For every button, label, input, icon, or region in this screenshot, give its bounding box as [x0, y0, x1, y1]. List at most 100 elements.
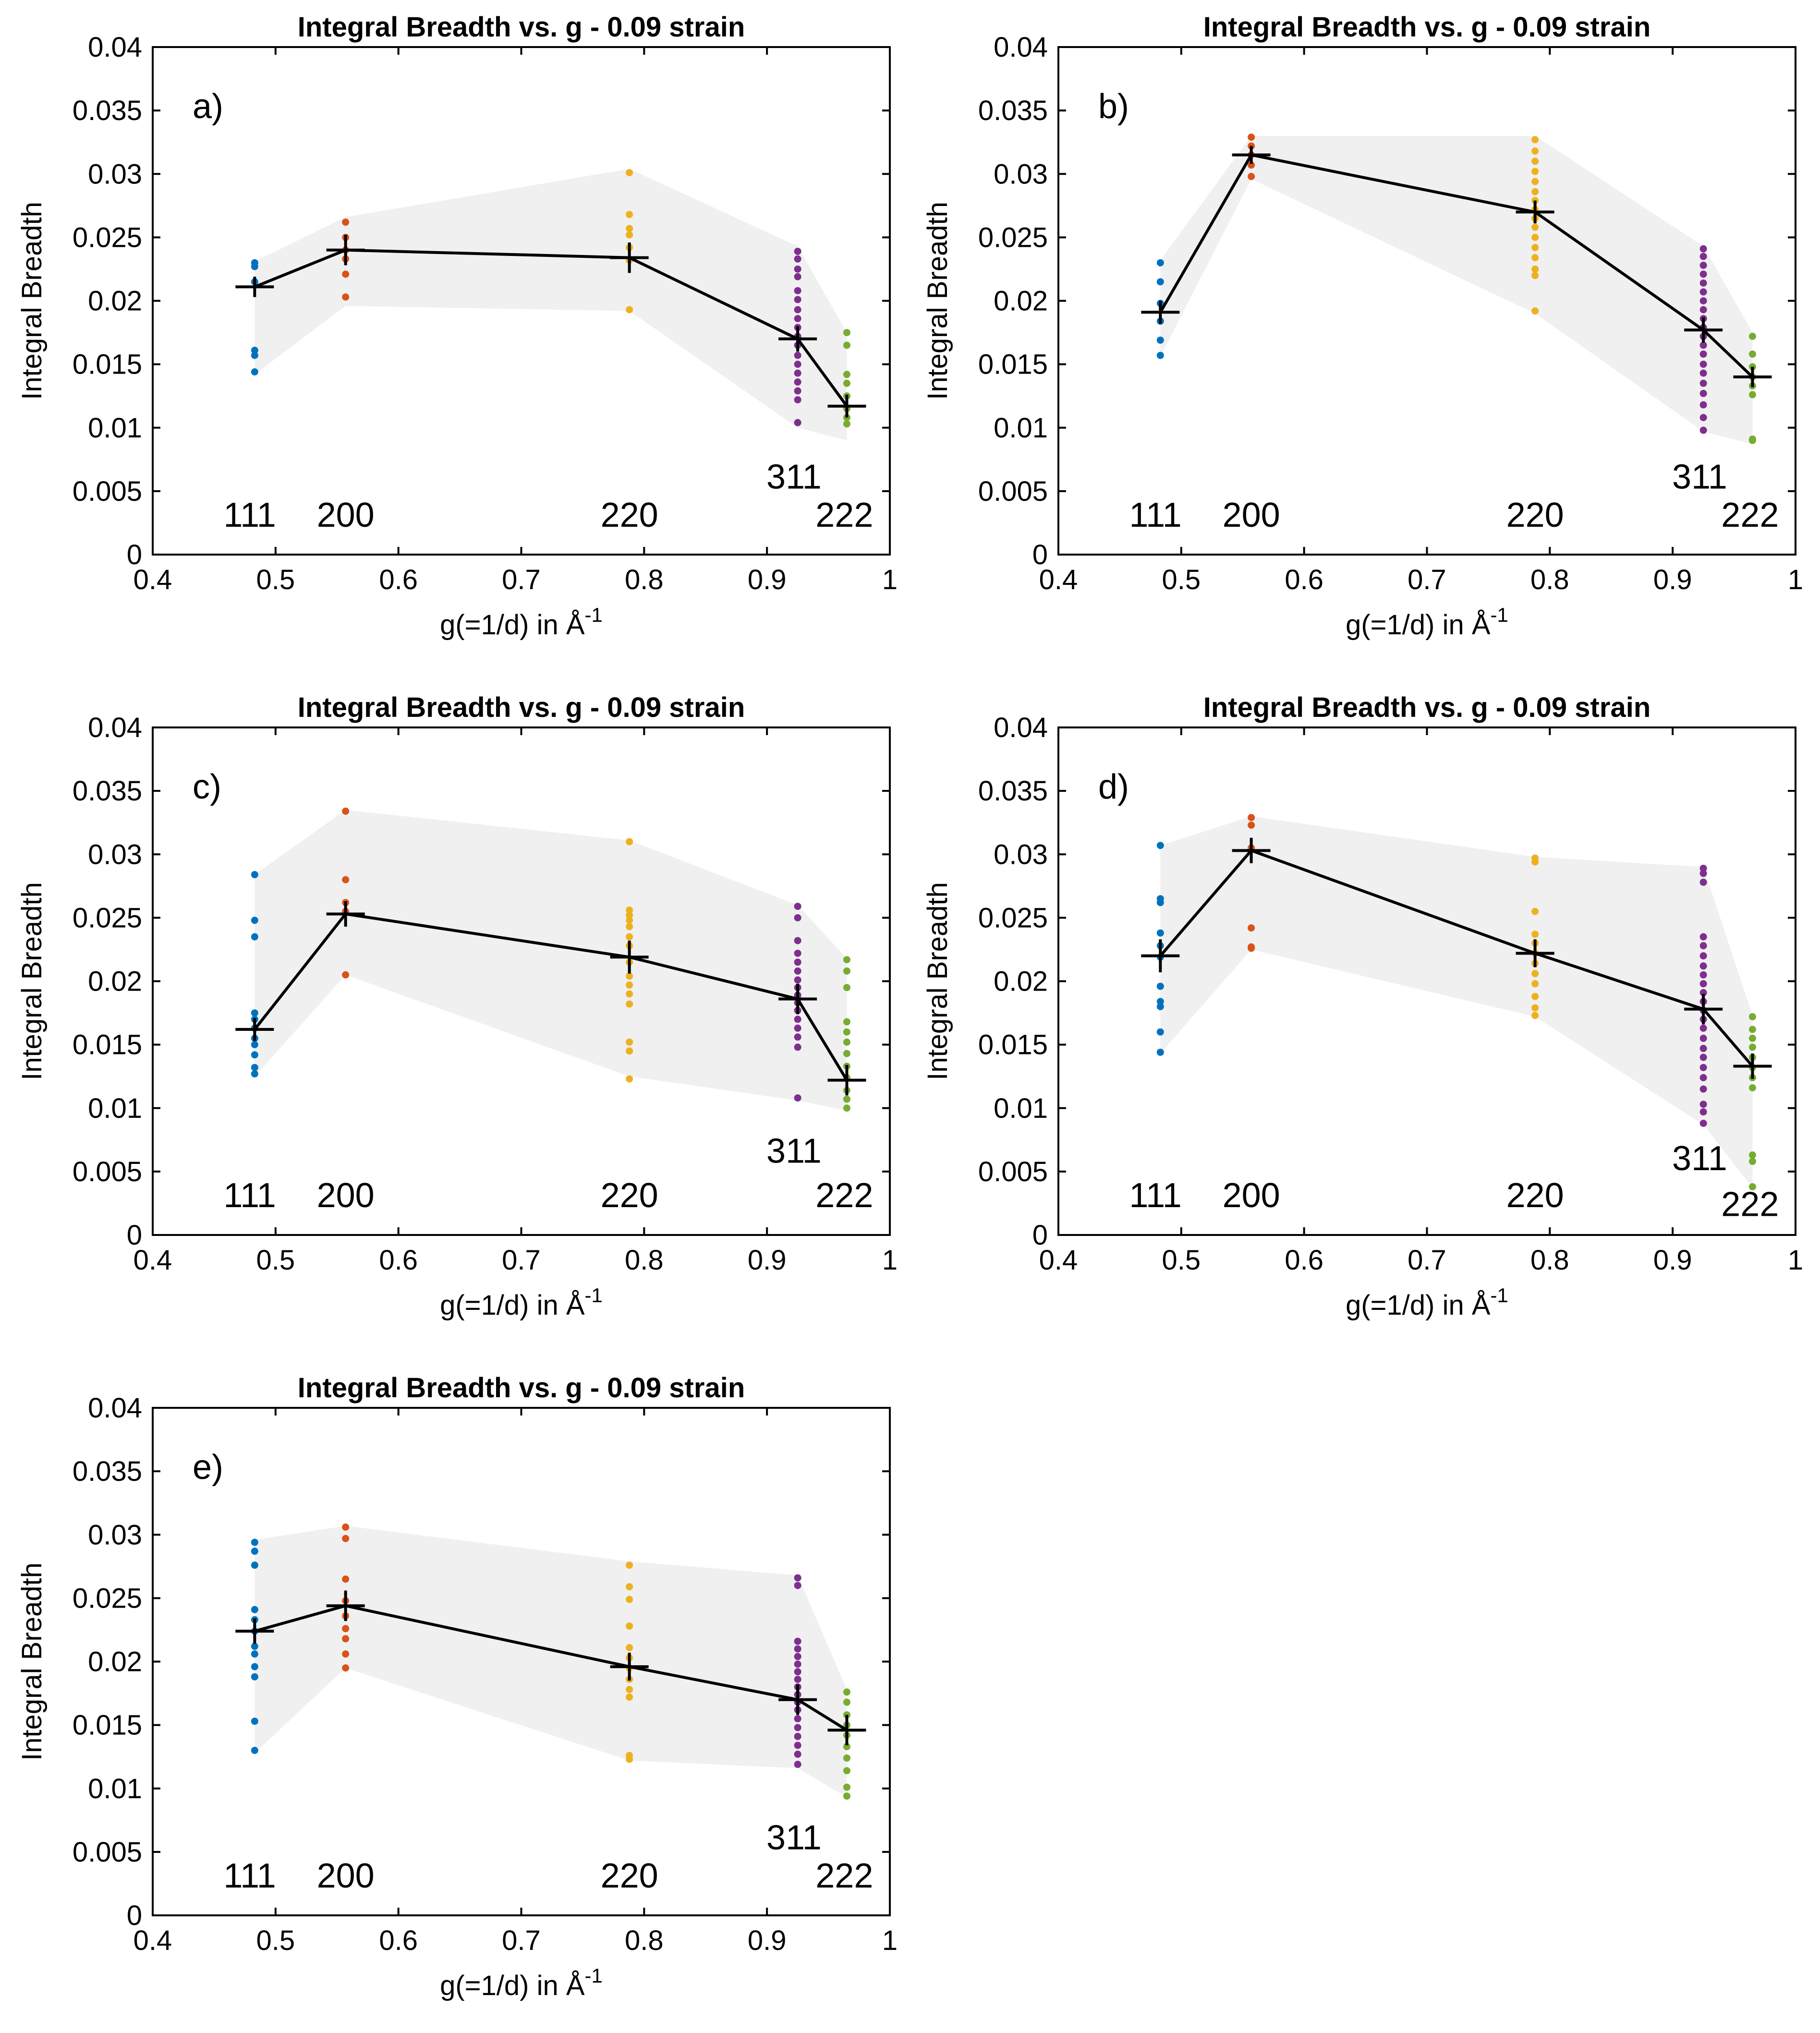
data-point [1531, 272, 1539, 279]
x-tick-label: 0.7 [502, 564, 541, 595]
data-point [794, 937, 801, 944]
data-point [843, 1095, 850, 1103]
data-point [1248, 133, 1255, 141]
data-point [794, 1732, 801, 1740]
data-point [1156, 998, 1164, 1005]
data-point [794, 903, 801, 910]
data-point [251, 1548, 258, 1555]
x-tick-label: 0.9 [1653, 1245, 1692, 1276]
data-point [1699, 253, 1707, 260]
data-point [843, 1018, 850, 1026]
data-point [626, 1038, 633, 1046]
chart-panel-1: 0.4 0.5 0.6 0.7 0.8 0.9 1 0 0.005 0.01 0.015 0.02 0.… [16, 12, 898, 641]
data-point [843, 341, 850, 349]
y-axis-label: Integral Breadth [16, 1562, 48, 1761]
data-point [251, 368, 258, 375]
chart-title: Integral Breadth vs. g - 0.09 strain [1203, 692, 1651, 723]
data-point [251, 917, 258, 924]
data-point [251, 1673, 258, 1681]
data-point [1699, 864, 1707, 872]
chart-title: Integral Breadth vs. g - 0.09 strain [298, 12, 745, 43]
data-point [794, 306, 801, 314]
data-point [1699, 1024, 1707, 1032]
data-point [843, 1783, 850, 1791]
data-point [1531, 931, 1539, 938]
data-point [626, 169, 633, 177]
data-point [794, 369, 801, 377]
x-tick-label: 0.6 [379, 564, 418, 595]
data-point [794, 296, 801, 303]
data-point [794, 351, 801, 359]
data-point [1699, 270, 1707, 278]
data-point [1156, 1048, 1164, 1056]
panel-letter: c) [193, 768, 221, 806]
data-point [1699, 297, 1707, 304]
data-point [1699, 361, 1707, 368]
data-point [1156, 259, 1164, 266]
data-point [794, 1637, 801, 1645]
chart-panel-3: 0.4 0.5 0.6 0.7 0.8 0.9 1 0 0.005 0.01 0.015 0.02 0.… [16, 692, 898, 1321]
data-point [1531, 223, 1539, 231]
y-tick-label: 0.02 [88, 966, 142, 997]
reflection-label: 111 [223, 496, 276, 534]
reflection-label: 311 [1672, 1139, 1727, 1178]
data-point [794, 1750, 801, 1758]
data-point [1248, 161, 1255, 169]
data-point [342, 876, 350, 883]
x-tick-label: 1 [1788, 1245, 1803, 1276]
data-point [626, 917, 633, 924]
y-tick-label: 0.025 [978, 222, 1048, 253]
reflection-label: 111 [223, 1176, 276, 1215]
data-point [1531, 858, 1539, 866]
reflection-label: 200 [317, 1857, 375, 1895]
data-point [843, 420, 850, 428]
x-tick-label: 1 [882, 1245, 898, 1276]
data-point [251, 1070, 258, 1077]
data-point [1699, 933, 1707, 941]
data-point [794, 949, 801, 957]
data-point [1699, 870, 1707, 877]
y-axis-label: Integral Breadth [922, 202, 953, 400]
x-tick-label: 0.5 [1162, 1245, 1201, 1276]
data-point [1748, 1084, 1756, 1091]
data-point [1748, 332, 1756, 340]
y-tick-label: 0.005 [73, 476, 142, 507]
data-point [1248, 924, 1255, 932]
y-tick-label: 0 [127, 539, 142, 570]
data-point [1531, 1004, 1539, 1012]
data-point [1699, 971, 1707, 979]
y-axis-label: Integral Breadth [16, 882, 48, 1080]
data-point [1531, 970, 1539, 978]
data-point [843, 1743, 850, 1751]
data-point [794, 1660, 801, 1668]
data-point [626, 1596, 633, 1603]
data-point [251, 1643, 258, 1650]
data-point [251, 1561, 258, 1569]
data-point [843, 1104, 850, 1112]
x-tick-label: 0.4 [133, 564, 172, 595]
data-point [1156, 1028, 1164, 1036]
chart-title: Integral Breadth vs. g - 0.09 strain [298, 692, 745, 723]
data-point [1156, 351, 1164, 359]
data-point [1531, 178, 1539, 185]
y-tick-label: 0.015 [73, 1710, 142, 1741]
data-point [794, 1016, 801, 1023]
x-tick-label: 0.4 [1039, 1245, 1078, 1276]
data-point [626, 1686, 633, 1694]
y-tick-label: 0.04 [88, 32, 142, 63]
x-tick-label: 0.7 [502, 1925, 541, 1956]
data-point [251, 1009, 258, 1017]
data-point [1156, 278, 1164, 286]
reflection-label: 200 [317, 496, 375, 534]
reflection-label: 222 [815, 496, 873, 534]
data-point [342, 1650, 350, 1658]
x-axis-label: g(=1/d) in Å-1 [440, 604, 603, 641]
data-point [794, 1742, 801, 1749]
y-tick-label: 0 [127, 1220, 142, 1251]
confidence-band [255, 810, 847, 1111]
data-point [251, 1538, 258, 1546]
x-tick-label: 0.4 [133, 1245, 172, 1276]
y-tick-label: 0.02 [994, 966, 1048, 997]
data-point [843, 1792, 850, 1800]
data-point [1531, 908, 1539, 915]
